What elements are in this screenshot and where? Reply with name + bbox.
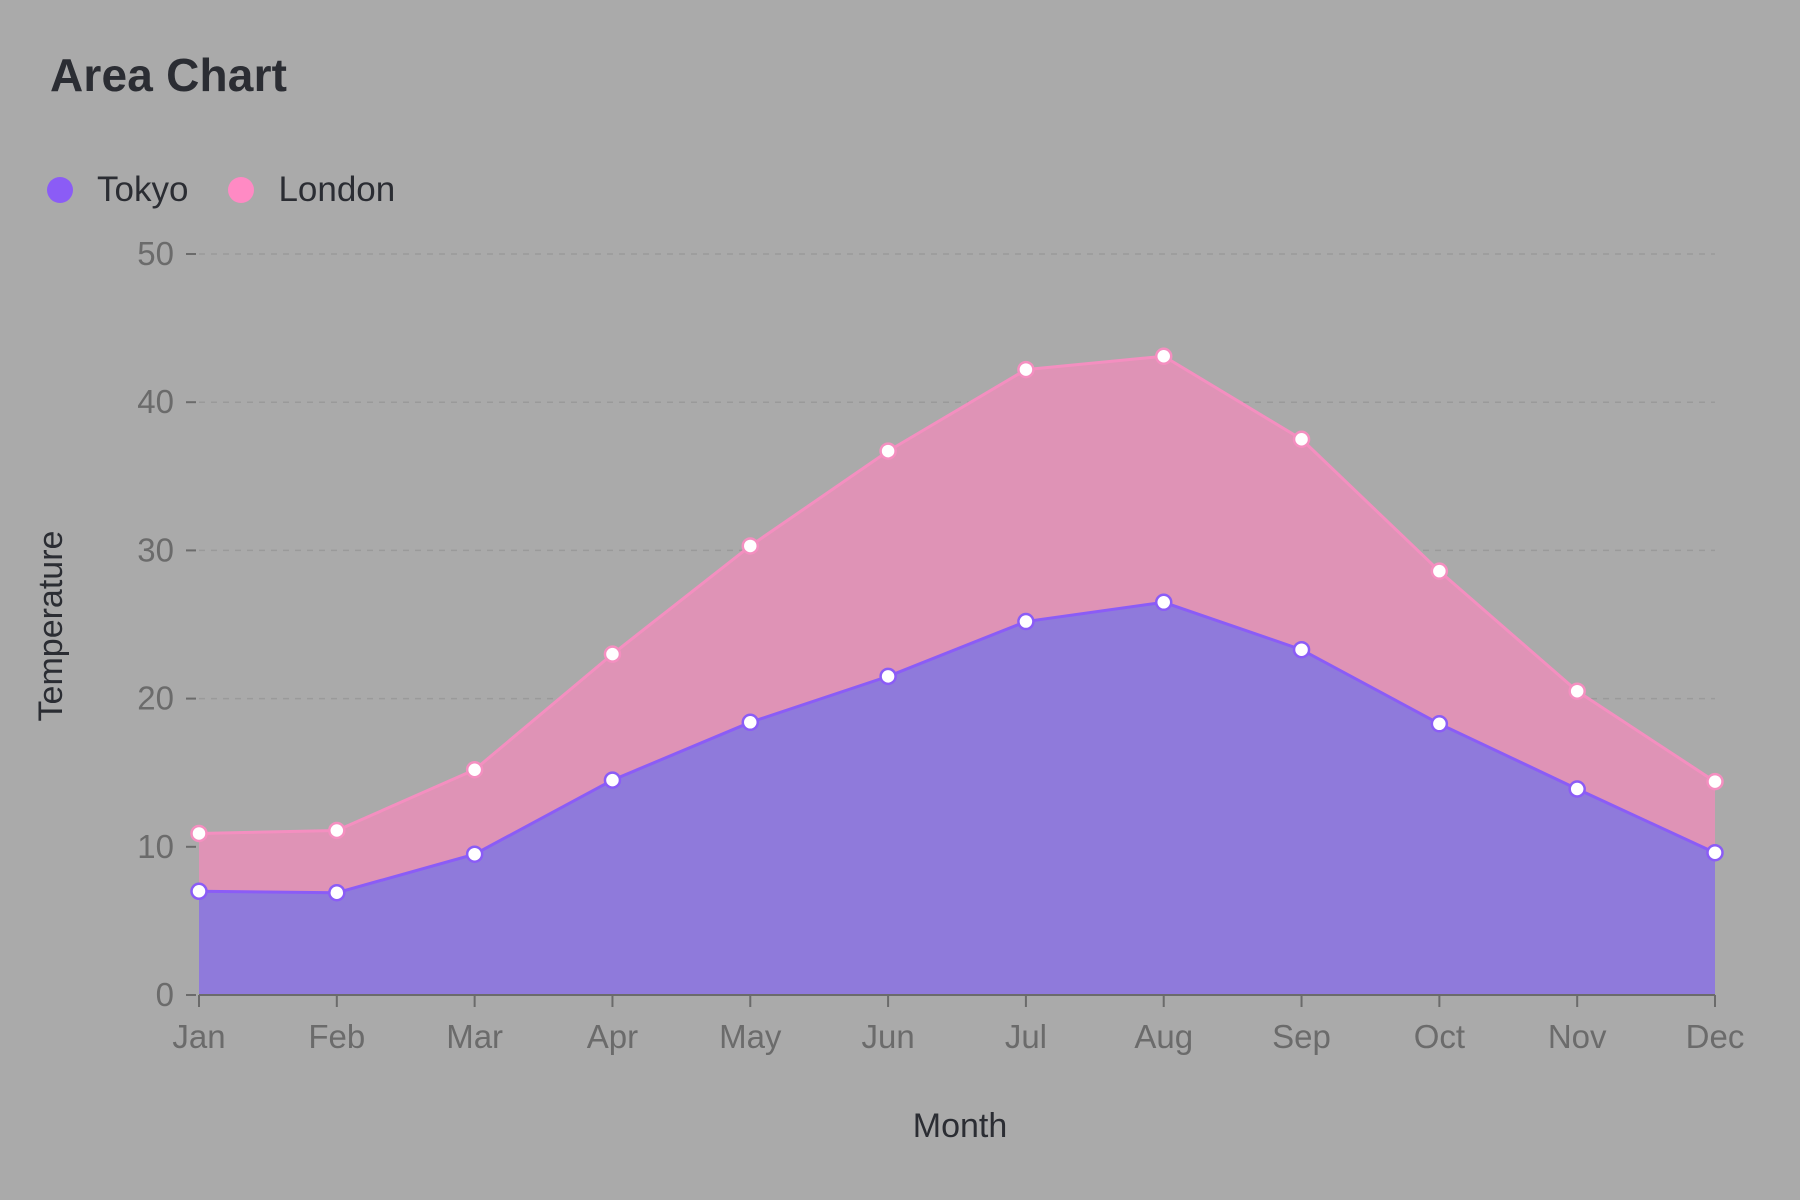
point-tokyo-jan (190, 882, 208, 901)
x-tick-label: Jun (861, 1018, 914, 1055)
point-tokyo-sep (1292, 640, 1311, 659)
point-london-jan (190, 824, 208, 843)
x-tick-label: Feb (308, 1018, 365, 1055)
point-tokyo-aug (1154, 593, 1173, 612)
axes: 0 10 20 30 40 50 Jan Feb Mar Apr May Jun Jul Aug Sep Oc… (137, 235, 1744, 1055)
line-london (198, 354, 1716, 835)
area-series (198, 354, 1716, 995)
point-london-nov (1568, 682, 1586, 700)
point-london-sep (1292, 430, 1311, 448)
x-tick-label: Jan (172, 1018, 225, 1055)
point-tokyo-dec (1706, 843, 1724, 862)
legend-item-london[interactable]: London (228, 170, 395, 210)
y-tick-label: 40 (137, 383, 174, 420)
point-tokyo-apr (603, 771, 622, 789)
y-tick-label: 30 (137, 531, 174, 568)
data-points (190, 347, 1724, 902)
point-london-aug (1154, 347, 1173, 366)
x-tick-label: Nov (1548, 1018, 1607, 1055)
chart-legend: Tokyo London (47, 170, 435, 210)
point-london-dec (1706, 772, 1724, 791)
line-tokyo (198, 600, 1716, 895)
point-london-apr (603, 645, 622, 663)
x-tick-label: Sep (1272, 1018, 1331, 1055)
x-tick-label: Apr (587, 1018, 638, 1055)
area-tokyo (199, 602, 1715, 995)
point-london-may (741, 537, 760, 555)
legend-marker-london (228, 177, 255, 203)
x-tick-label: Oct (1414, 1018, 1465, 1055)
point-tokyo-jun (879, 667, 897, 686)
x-tick-label: Aug (1134, 1018, 1193, 1055)
y-tick-label: 0 (156, 976, 174, 1013)
point-tokyo-jul (1017, 612, 1035, 631)
y-tick-label: 50 (137, 235, 174, 272)
point-london-mar (465, 760, 484, 779)
point-london-feb (328, 821, 346, 840)
legend-marker-tokyo (47, 177, 73, 203)
x-tick-label: Jul (1005, 1018, 1047, 1055)
x-tick-label: Dec (1686, 1018, 1745, 1055)
point-london-jul (1017, 360, 1035, 379)
legend-item-tokyo[interactable]: Tokyo (47, 170, 188, 210)
x-axis-title: Month (913, 1107, 1008, 1145)
point-tokyo-nov (1568, 780, 1586, 798)
y-tick-label: 10 (137, 828, 174, 865)
chart-title: Area Chart (50, 49, 288, 101)
x-tick-label: Mar (446, 1018, 503, 1055)
point-london-jun (879, 442, 897, 460)
point-tokyo-mar (465, 845, 484, 863)
legend-label-london: London (278, 170, 396, 209)
point-tokyo-may (741, 713, 760, 732)
point-tokyo-feb (328, 883, 346, 902)
legend-label-tokyo: Tokyo (97, 170, 189, 209)
point-tokyo-oct (1430, 715, 1449, 733)
x-tick-label: May (719, 1018, 782, 1055)
area-london (199, 356, 1715, 893)
point-london-oct (1430, 562, 1449, 580)
y-tick-label: 20 (137, 680, 174, 717)
y-axis-title: Temperature (32, 531, 70, 722)
